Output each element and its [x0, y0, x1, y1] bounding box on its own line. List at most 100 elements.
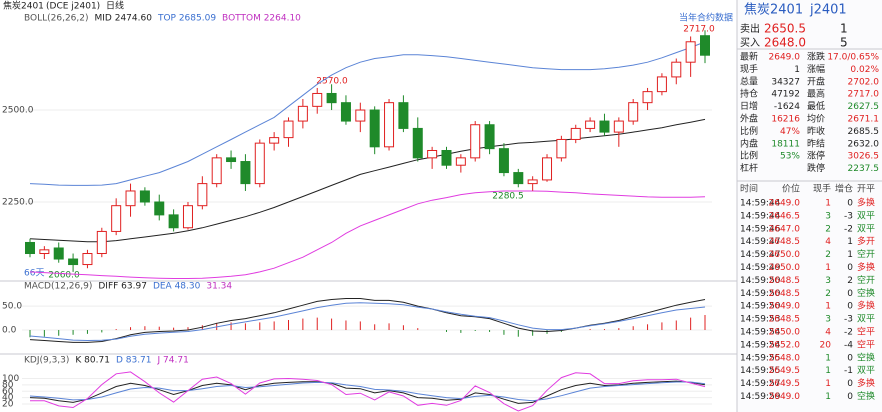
trade-cell: -2	[844, 328, 853, 338]
annotation: 2570.0	[316, 77, 348, 87]
trade-cell: -4	[844, 340, 853, 350]
trade-cell: 双平	[857, 223, 875, 234]
trade-cell: 空平	[857, 326, 875, 338]
candle-body	[527, 179, 538, 185]
candle-body	[384, 102, 395, 148]
quote-label: 最低	[807, 100, 825, 112]
legend-entry: D 83.71	[116, 356, 152, 366]
trade-cell: 1	[825, 199, 831, 209]
candle-body	[700, 35, 710, 56]
y-tick-label: 50.0	[2, 302, 22, 312]
candle-body	[355, 109, 366, 122]
trade-cell: 空换	[857, 287, 875, 299]
candle-body	[312, 92, 323, 107]
quote-value: 53%	[780, 152, 800, 162]
candle-body	[369, 109, 380, 148]
quote-value: 2671.1	[848, 115, 880, 125]
legend-entry: MACD(12,26,9)	[24, 282, 92, 292]
quote-value: 16216	[771, 115, 800, 125]
trade-cell: 3	[825, 211, 831, 221]
candle-body	[53, 247, 64, 260]
trade-header: 现手	[813, 183, 831, 195]
legend-entry: K 80.71	[75, 356, 110, 366]
trade-cell: 双平	[857, 365, 875, 376]
trade-cell: 多开	[857, 235, 875, 247]
quote-label: 买入	[740, 37, 760, 49]
trade-cell: 14:59:53	[740, 315, 780, 325]
quote-label: 比例	[740, 150, 758, 162]
candle-body	[340, 102, 351, 122]
candle-body	[68, 258, 79, 266]
trade-header: 价位	[782, 183, 800, 195]
quote-value: 0.02%	[850, 65, 879, 75]
trade-cell: 14:59:54	[740, 328, 781, 338]
legend-entry: KDJ(9,3,3)	[24, 356, 69, 366]
trade-cell: 2	[825, 224, 831, 234]
trade-cell: 0	[847, 392, 853, 402]
candle-body	[139, 190, 150, 203]
trade-cell: 2648.5	[769, 276, 801, 286]
trade-cell: 空开	[857, 248, 875, 260]
indicator-line	[30, 371, 706, 412]
legend-entry: TOP 2685.09	[157, 14, 216, 24]
trade-cell: 2	[825, 250, 831, 260]
quote-value: 47%	[780, 127, 800, 137]
legend-entry: BOLL(26,26,2)	[24, 14, 89, 24]
candle-body	[656, 76, 667, 93]
quote-label: 涨幅	[807, 63, 825, 75]
quote-value: 2685.5	[848, 127, 880, 137]
legend-entry: MID 2474.60	[95, 14, 153, 24]
trade-header: 开平	[857, 184, 875, 195]
annotation: 2280.5	[492, 192, 524, 202]
trade-cell: 14:59:50	[740, 302, 781, 312]
quote-name: 焦炭2401	[744, 3, 803, 18]
y-tick-label: 2500.0	[2, 106, 34, 116]
quote-value: 1	[794, 65, 800, 75]
trade-cell: 1	[825, 392, 831, 402]
quote-label: 现手	[740, 63, 758, 75]
annotation: 66天	[24, 269, 44, 279]
candle-body	[25, 241, 35, 255]
exchange: (DCE j2401)	[46, 2, 100, 12]
trade-cell: 4	[825, 328, 831, 338]
y-tick-label: 80	[2, 380, 14, 390]
trade-cell: 空平	[857, 338, 875, 350]
trade-cell: 14:59:59	[740, 392, 781, 402]
trade-cell: 2649.0	[769, 199, 801, 209]
trade-cell: -3	[844, 315, 853, 325]
candle-body	[326, 92, 337, 104]
annotation: 当年合约数据	[679, 12, 733, 24]
trade-cell: 14:59:44	[740, 211, 781, 221]
quote-label: 最高	[807, 88, 825, 100]
candle-body	[542, 157, 553, 181]
trade-cell: 2649.0	[769, 392, 801, 402]
quote-value: -1624	[774, 102, 800, 112]
candle-body	[642, 91, 653, 104]
trade-cell: 14:59:44	[740, 199, 781, 209]
trade-cell: 2648.0	[769, 353, 801, 363]
trade-cell: 14:59:50	[740, 276, 781, 286]
trade-cell: 0	[847, 379, 853, 389]
quote-value: 2632.0	[848, 139, 880, 149]
trade-cell: 1	[825, 263, 831, 273]
trade-cell: 14:59:55	[740, 353, 780, 363]
trade-cell: 2647.0	[769, 224, 801, 234]
trade-cell: 0	[847, 302, 853, 312]
quote-value: 2627.5	[848, 102, 880, 112]
quote-value: 3026.5	[848, 152, 880, 162]
legend-entry: DEA 48.30	[153, 282, 201, 292]
quote-label: 开盘	[807, 75, 825, 87]
candle-body	[240, 161, 251, 185]
quote-price: 2650.5	[764, 22, 806, 36]
candle-body	[441, 149, 452, 166]
candle-body	[39, 249, 50, 255]
trade-cell: 多换	[857, 377, 875, 389]
trade-cell: 3	[825, 276, 831, 286]
trade-cell: 4	[825, 237, 831, 247]
quote-label: 比例	[740, 125, 758, 137]
candle-body	[111, 205, 122, 232]
candle-body	[168, 214, 179, 229]
quote-value: 18111	[771, 139, 800, 149]
